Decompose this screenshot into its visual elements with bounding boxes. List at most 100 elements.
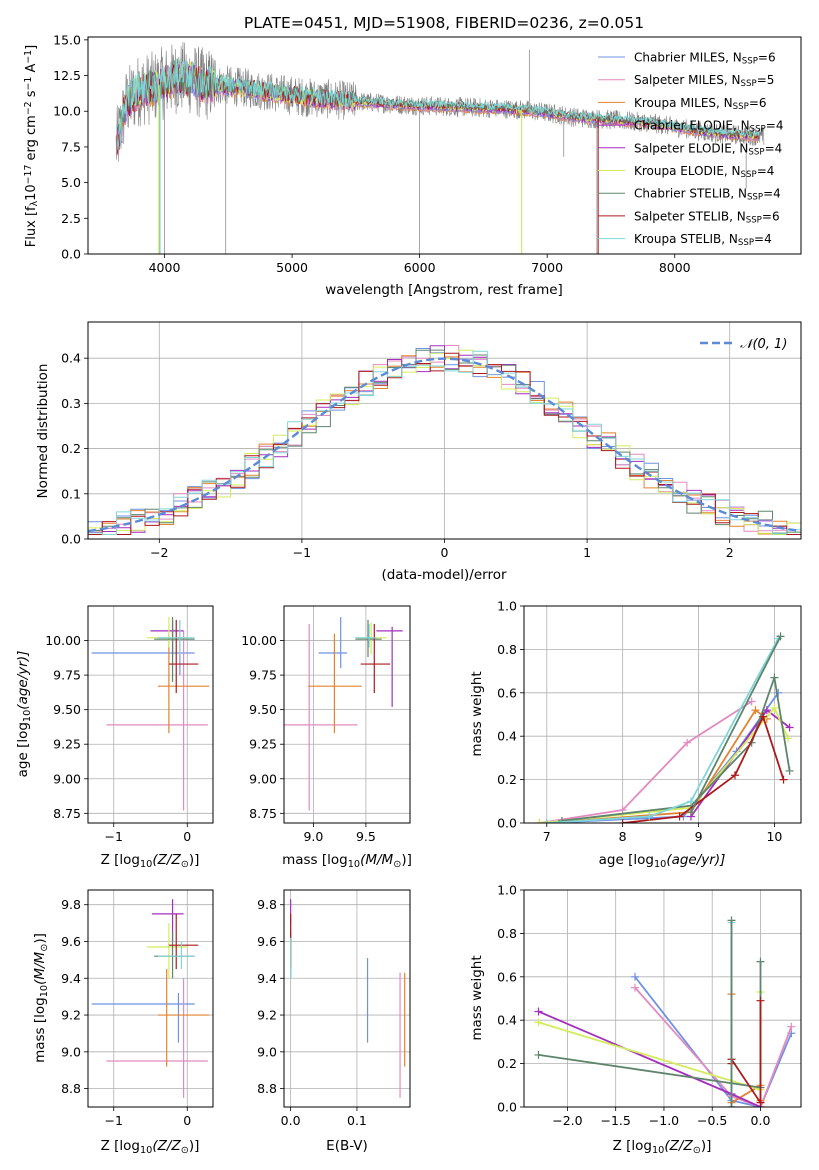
y-tick-label: 0.4 [497,1013,517,1028]
spectrum-y-label: Flux [fλ10−17 erg cm−2 s−1 A−1] [23,45,40,247]
y-tick-label: 9.8 [257,897,277,912]
legend-label-part: =4 [765,141,783,155]
legend-label-part: =6 [749,96,767,110]
mass-weight-marker [785,723,794,732]
spectrum-y-label-part: Flux [f [24,206,39,247]
y-tick-label: 9.25 [249,737,277,752]
mass_vs_Z-x-label-part: )] [189,1138,200,1154]
x-tick-label: 0 [183,1113,191,1128]
y-tick-label: 9.75 [249,668,277,683]
x-tick-label: −1.5 [601,1113,631,1128]
residual-x-label: (data-model)/error [381,567,507,583]
legend-label-part: =5 [757,73,775,87]
x-tick-label: 4000 [149,260,181,275]
mass-weight-marker [756,996,765,1005]
age_vs_mass-x-label-part: (M/M [360,852,393,868]
age_vs_mass-axes: 9.0 9.5 8.75 9.00 9.25 9.50 9.75 10.00 [241,606,410,844]
mass-weight-marker [787,1022,796,1031]
legend-label-part: =6 [758,51,776,65]
mass-weight-marker [756,1098,765,1107]
mass-weight-line [690,635,782,813]
age_vs_Z-x-label-part: ⊙ [181,859,189,870]
y-tick-label: 15.0 [53,32,81,47]
mass_vs_Z-y-label-part: (M/M [32,951,48,984]
mass_vs_Z-y-label-part: mass [log [32,997,48,1063]
mass-weight-line [561,677,791,822]
spectrum-y-label-part: s [24,90,39,101]
age_vs_mass-x-label: mass [log10(M/M⊙)] [282,852,412,870]
mass_weight_vs_Z-plot-area [534,916,796,1107]
spectrum-axes: 4000 5000 6000 7000 8000 0.0 2.5 5.0 7.5 10.0 12.5… [53,32,691,275]
mass_vs_Z-x-label-part: ⊙ [181,1145,189,1156]
mass_vs_ebv-axes: 0.0 0.1 8.8 9.0 9.2 9.4 9.6 9.8 [257,890,410,1128]
legend-label-part: SSP [747,193,763,203]
axes-frame [283,605,411,824]
mass-weight-marker [534,1050,543,1059]
legend-label-part: SSP [750,125,766,135]
spectrum-y-label-part: −1 [23,77,34,91]
age_vs_mass-x-label-part: ⊙ [393,859,401,870]
mass-weight-marker [776,632,785,641]
legend-label-part: Kroupa STELIB, N [634,232,738,246]
legend-label: Salpeter MILES, NSSP=5 [634,73,774,89]
y-tick-label: 5.0 [61,175,81,190]
mass-weight-marker [686,797,695,806]
legend-label: Chabrier STELIB, NSSP=4 [634,187,781,203]
y-tick-label: 8.75 [53,806,81,821]
mass-weight-line [539,706,789,823]
y-tick-label: 1.0 [497,883,517,898]
legend-label-part: SSP [748,148,764,158]
y-tick-label: 0.2 [61,441,81,456]
spectrum-y-label-part: −1 [23,50,34,64]
x-tick-label: 7 [543,829,551,844]
mass-weight-marker [770,703,779,712]
y-tick-label: 9.75 [53,668,81,683]
y-tick-label: 0.3 [61,396,81,411]
spectrum-y-label-part: 10 [24,184,39,201]
spectrum-y-label-part: λ [29,200,40,206]
mass_weight_vs_Z-x-label-part: ⊙ [693,1145,701,1156]
x-tick-label: 0 [183,829,191,844]
legend-label-part: SSP [741,170,757,180]
x-tick-label: −0.5 [697,1113,727,1128]
x-tick-label: 9.5 [356,829,376,844]
mass_weight_vs_Z-axes: −2.0 −1.5 −1.0 −0.5 0.0 0.0 0.2 0.4 0.6 0.8 1.0 [497,883,801,1128]
spectrum-y-label-part: −17 [23,165,34,185]
x-tick-label: 0 [441,545,449,560]
mass_vs_Z-y-label-part: ⊙ [39,944,50,952]
mass-weight-marker [727,916,736,925]
y-tick-label: 0.0 [61,532,81,547]
mass-weight-marker [747,697,756,706]
y-tick-label: 8.8 [61,1081,81,1096]
x-tick-label: 8000 [659,260,691,275]
age_vs_Z-x-label: Z [log10(Z/Z⊙)] [101,852,200,870]
axes-frame [87,36,802,255]
mass_weight_vs_age-axes: 7 8 9 10 0.0 0.2 0.4 0.6 0.8 1.0 [497,599,801,844]
mass_vs_Z-plot-area [91,899,210,1098]
mass-weight-line [634,976,793,1107]
y-tick-label: 9.2 [61,1008,81,1023]
y-tick-label: 9.6 [257,934,277,949]
axes-frame [87,321,802,540]
y-tick-label: 0.4 [497,729,517,744]
y-tick-label: 9.50 [249,702,277,717]
legend-label: Chabrier ELODIE, NSSP=4 [634,119,783,135]
age_vs_mass-x-label-part: )] [401,852,412,868]
legend-label-part: Salpeter STELIB, N [634,209,746,223]
x-tick-label: 0.0 [751,1113,771,1128]
legend-label: 𝒩(0, 1) [740,337,787,352]
y-tick-label: 0.8 [497,926,517,941]
y-tick-label: 8.75 [249,806,277,821]
mass_weight_vs_Z-y-label: mass weight [469,955,485,1040]
mass_vs_Z-axes: −1 0 8.8 9.0 9.2 9.4 9.6 9.8 [61,890,213,1128]
y-tick-label: 0.0 [497,1100,517,1115]
legend-label-part: Kroupa MILES, N [634,96,733,110]
age_vs_mass-plot-area [284,617,403,811]
mass_vs_Z-x-label-part: (Z/Z [152,1138,181,1154]
mass_weight_vs_Z-x-label: Z [log10(Z/Z⊙)] [613,1138,712,1156]
mass_vs_Z-y-label-part: )] [32,933,48,944]
x-tick-label: 10 [766,829,782,844]
mass-weight-marker [618,819,627,823]
x-tick-label: −1.0 [649,1113,679,1128]
residual-y-label: Normed distribution [35,364,51,499]
